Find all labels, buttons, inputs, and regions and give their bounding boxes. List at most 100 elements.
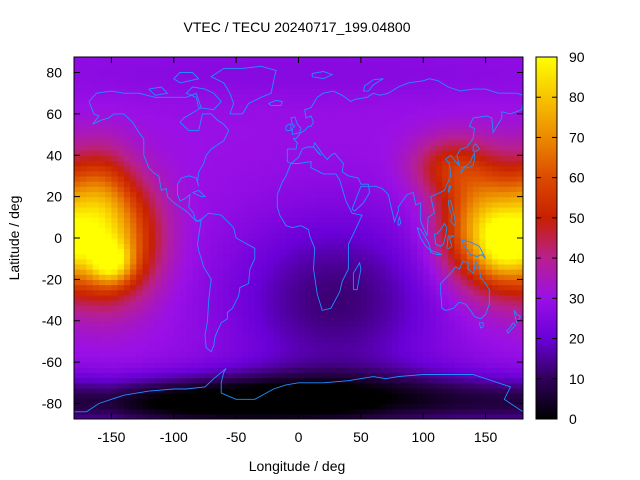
heatmap-cell xyxy=(198,289,206,296)
heatmap-cell xyxy=(373,62,381,68)
heatmap-cell xyxy=(217,310,225,317)
heatmap-cell xyxy=(423,124,431,130)
heatmap-cell xyxy=(298,325,306,332)
heatmap-cell xyxy=(404,320,412,327)
heatmap-cell xyxy=(130,403,137,410)
heatmap-cell xyxy=(298,269,306,275)
heatmap-cell xyxy=(267,356,275,363)
heatmap-cell xyxy=(267,336,275,343)
heatmap-cell xyxy=(254,139,262,146)
heatmap-cell xyxy=(279,398,287,405)
heatmap-cell xyxy=(123,62,131,68)
heatmap-cell xyxy=(498,294,505,301)
heatmap-cell xyxy=(286,372,293,379)
heatmap-cell xyxy=(323,144,331,151)
heatmap-cell xyxy=(504,98,512,105)
heatmap-cell xyxy=(180,320,187,327)
heatmap-cell xyxy=(310,346,318,353)
heatmap-cell xyxy=(211,263,219,270)
heatmap-cell xyxy=(510,62,518,68)
heatmap-cell xyxy=(360,93,368,99)
heatmap-cell xyxy=(429,212,437,218)
heatmap-cell xyxy=(310,362,318,368)
heatmap-cell xyxy=(105,331,113,337)
heatmap-cell xyxy=(254,119,262,125)
heatmap-cell xyxy=(148,124,156,130)
heatmap-cell xyxy=(510,341,518,348)
heatmap-cell xyxy=(454,181,462,187)
heatmap-cell xyxy=(155,238,162,244)
heatmap-cell xyxy=(192,377,200,384)
heatmap-cell xyxy=(410,93,418,99)
heatmap-cell xyxy=(373,175,381,182)
heatmap-cell xyxy=(310,108,318,115)
heatmap-cell xyxy=(286,253,293,260)
heatmap-cell xyxy=(392,139,399,146)
heatmap-cell xyxy=(136,108,144,115)
heatmap-cell xyxy=(117,387,125,394)
heatmap-cell xyxy=(86,274,94,280)
heatmap-cell xyxy=(86,93,94,99)
heatmap-cell xyxy=(304,217,312,224)
heatmap-cell xyxy=(485,248,493,255)
heatmap-cell xyxy=(441,129,449,136)
heatmap-cell xyxy=(123,258,131,265)
heatmap-cell xyxy=(360,165,368,172)
heatmap-cell xyxy=(354,88,362,94)
heatmap-cell xyxy=(323,93,331,99)
heatmap-cell xyxy=(242,284,250,291)
heatmap-cell xyxy=(429,289,437,296)
heatmap-cell xyxy=(105,310,113,317)
heatmap-cell xyxy=(310,175,318,182)
heatmap-cell xyxy=(229,403,237,410)
heatmap-cell xyxy=(161,377,169,384)
heatmap-cell xyxy=(510,191,518,198)
heatmap-cell xyxy=(211,175,219,182)
heatmap-cell xyxy=(242,93,250,99)
heatmap-cell xyxy=(423,413,431,419)
heatmap-cell xyxy=(367,72,374,79)
heatmap-cell xyxy=(479,165,487,172)
heatmap-cell xyxy=(136,258,144,265)
heatmap-cell xyxy=(367,377,374,384)
heatmap-cell xyxy=(298,284,306,291)
heatmap-cell xyxy=(261,98,268,105)
heatmap-cell xyxy=(142,253,150,260)
heatmap-cell xyxy=(292,186,300,193)
heatmap-cell xyxy=(204,367,212,374)
heatmap-cell xyxy=(161,325,169,332)
heatmap-cell xyxy=(373,403,381,410)
heatmap-cell xyxy=(279,124,287,130)
heatmap-cell xyxy=(192,367,200,374)
heatmap-cell xyxy=(198,93,206,99)
heatmap-cell xyxy=(385,232,393,239)
heatmap-cell xyxy=(329,57,337,63)
heatmap-cell xyxy=(254,196,262,203)
heatmap-cell xyxy=(267,217,275,224)
heatmap-cell xyxy=(123,196,131,203)
heatmap-cell xyxy=(292,217,300,224)
heatmap-cell xyxy=(410,175,418,182)
heatmap-cell xyxy=(491,206,499,213)
heatmap-cell xyxy=(360,315,368,322)
heatmap-cell xyxy=(211,88,219,94)
heatmap-cell xyxy=(441,170,449,177)
heatmap-cell xyxy=(342,367,349,374)
heatmap-cell xyxy=(441,300,449,306)
heatmap-cell xyxy=(173,315,181,322)
heatmap-cell xyxy=(416,269,424,275)
heatmap-cell xyxy=(155,212,162,218)
heatmap-cell xyxy=(242,248,250,255)
heatmap-cell xyxy=(130,408,137,415)
heatmap-cell xyxy=(379,124,387,130)
heatmap-cell xyxy=(441,284,449,291)
heatmap-cell xyxy=(498,165,505,172)
heatmap-cell xyxy=(491,372,499,379)
heatmap-cell xyxy=(466,232,474,239)
heatmap-cell xyxy=(123,336,131,343)
heatmap-cell xyxy=(304,119,312,125)
heatmap-cell xyxy=(292,336,300,343)
heatmap-cell xyxy=(148,134,156,141)
heatmap-cell xyxy=(392,82,399,89)
heatmap-cell xyxy=(392,160,399,167)
